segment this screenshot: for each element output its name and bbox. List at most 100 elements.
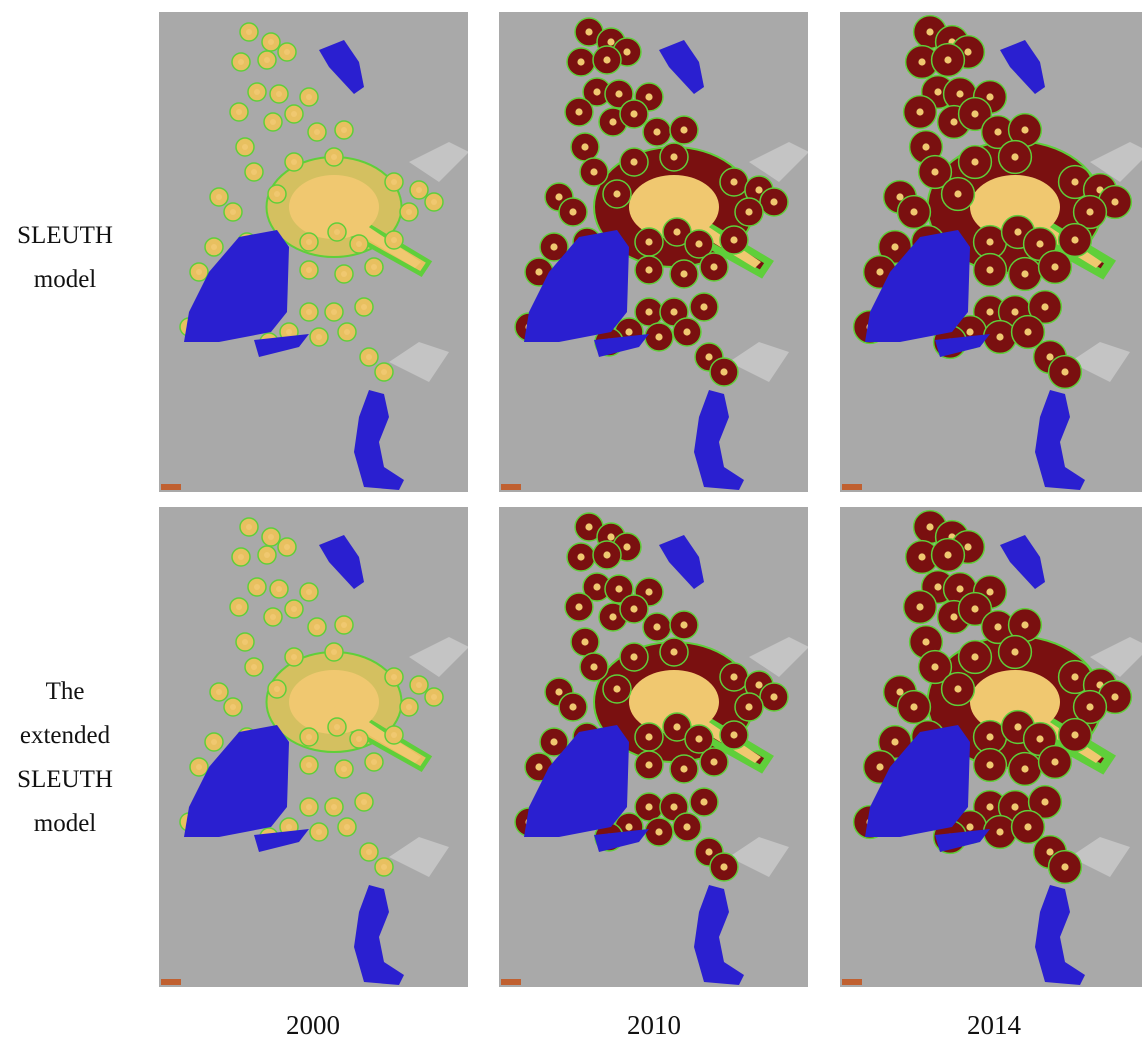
figure: {"rows": [ {"label_lines": ["SLEUTH", "m…: [0, 0, 1142, 1045]
urban-patch: [291, 606, 297, 612]
urban-patch: [593, 583, 600, 590]
urban-patch: [931, 663, 938, 670]
urban-patch: [950, 118, 957, 125]
urban-patch: [683, 328, 690, 335]
map-panel: [499, 12, 808, 492]
urban-patch: [246, 29, 252, 35]
urban-patch: [655, 333, 662, 340]
urban-patch: [645, 588, 652, 595]
urban-patch: [931, 168, 938, 175]
urban-patch: [344, 824, 350, 830]
urban-patch: [720, 368, 727, 375]
urban-patch: [986, 93, 993, 100]
urban-patch: [645, 266, 652, 273]
urban-patch: [371, 264, 377, 270]
urban-patch: [242, 639, 248, 645]
urban-patch: [1011, 648, 1018, 655]
urban-patch: [306, 309, 312, 315]
urban-patch: [334, 724, 340, 730]
urban-patch: [966, 328, 973, 335]
urban-patch: [1061, 863, 1068, 870]
urban-patch: [1071, 178, 1078, 185]
urban-patch: [264, 57, 270, 63]
urban-patch: [238, 554, 244, 560]
urban-patch: [331, 309, 337, 315]
urban-patch: [655, 828, 662, 835]
urban-patch: [964, 543, 971, 550]
urban-patch: [366, 849, 372, 855]
urban-patch: [986, 588, 993, 595]
scale-mark: [161, 484, 181, 490]
urban-patch: [590, 663, 597, 670]
urban-patch: [944, 551, 951, 558]
urban-patch: [550, 738, 557, 745]
urban-patch: [1111, 693, 1118, 700]
urban-patch: [986, 308, 993, 315]
row-label-line: extended: [0, 714, 130, 758]
urban-patch: [609, 613, 616, 620]
urban-patch: [535, 763, 542, 770]
urban-patch: [406, 209, 412, 215]
urban-patch: [645, 733, 652, 740]
urban-patch: [745, 703, 752, 710]
urban-patch: [236, 604, 242, 610]
urban-patch: [680, 270, 687, 277]
urban-patch: [966, 823, 973, 830]
urban-patch: [306, 762, 312, 768]
urban-patch: [1071, 731, 1078, 738]
urban-patch: [934, 88, 941, 95]
urban-patch: [730, 236, 737, 243]
urban-patch: [550, 243, 557, 250]
urban-patch: [922, 143, 929, 150]
urban-patch: [954, 685, 961, 692]
urban-patch: [264, 552, 270, 558]
urban-patch: [306, 239, 312, 245]
urban-patch: [196, 764, 202, 770]
urban-patch: [1061, 368, 1068, 375]
urban-patch: [916, 108, 923, 115]
urban-patch: [971, 653, 978, 660]
urban-patch: [306, 589, 312, 595]
urban-patch: [196, 269, 202, 275]
urban-patch: [944, 56, 951, 63]
urban-patch: [680, 765, 687, 772]
urban-patch: [391, 179, 397, 185]
urban-patch: [1024, 328, 1031, 335]
urban-patch: [254, 89, 260, 95]
urban-patch: [613, 685, 620, 692]
urban-patch: [680, 621, 687, 628]
urban-patch: [306, 734, 312, 740]
urban-patch: [876, 763, 883, 770]
urban-patch: [971, 605, 978, 612]
urban-patch: [341, 622, 347, 628]
urban-patch: [371, 759, 377, 765]
urban-patch: [926, 28, 933, 35]
urban-patch: [705, 353, 712, 360]
urban-patch: [1011, 308, 1018, 315]
urban-patch: [1036, 735, 1043, 742]
urban-patch: [286, 329, 292, 335]
urban-patch: [730, 178, 737, 185]
urban-patch: [645, 308, 652, 315]
urban-patch: [284, 544, 290, 550]
urban-patch: [555, 193, 562, 200]
urban-patch: [314, 129, 320, 135]
map-panel: [159, 12, 468, 492]
urban-patch: [645, 761, 652, 768]
urban-patch: [891, 243, 898, 250]
urban-patch: [630, 158, 637, 165]
urban-patch: [720, 863, 727, 870]
urban-patch: [361, 304, 367, 310]
urban-patch: [431, 694, 437, 700]
urban-patch: [994, 128, 1001, 135]
urban-patch: [1086, 703, 1093, 710]
urban-patch: [926, 523, 933, 530]
urban-patch: [361, 799, 367, 805]
urban-patch: [274, 191, 280, 197]
urban-patch: [876, 268, 883, 275]
urban-patch: [956, 585, 963, 592]
urban-patch: [603, 56, 610, 63]
row-label: The extended SLEUTH model: [0, 670, 130, 846]
urban-patch: [770, 198, 777, 205]
urban-patch: [575, 108, 582, 115]
